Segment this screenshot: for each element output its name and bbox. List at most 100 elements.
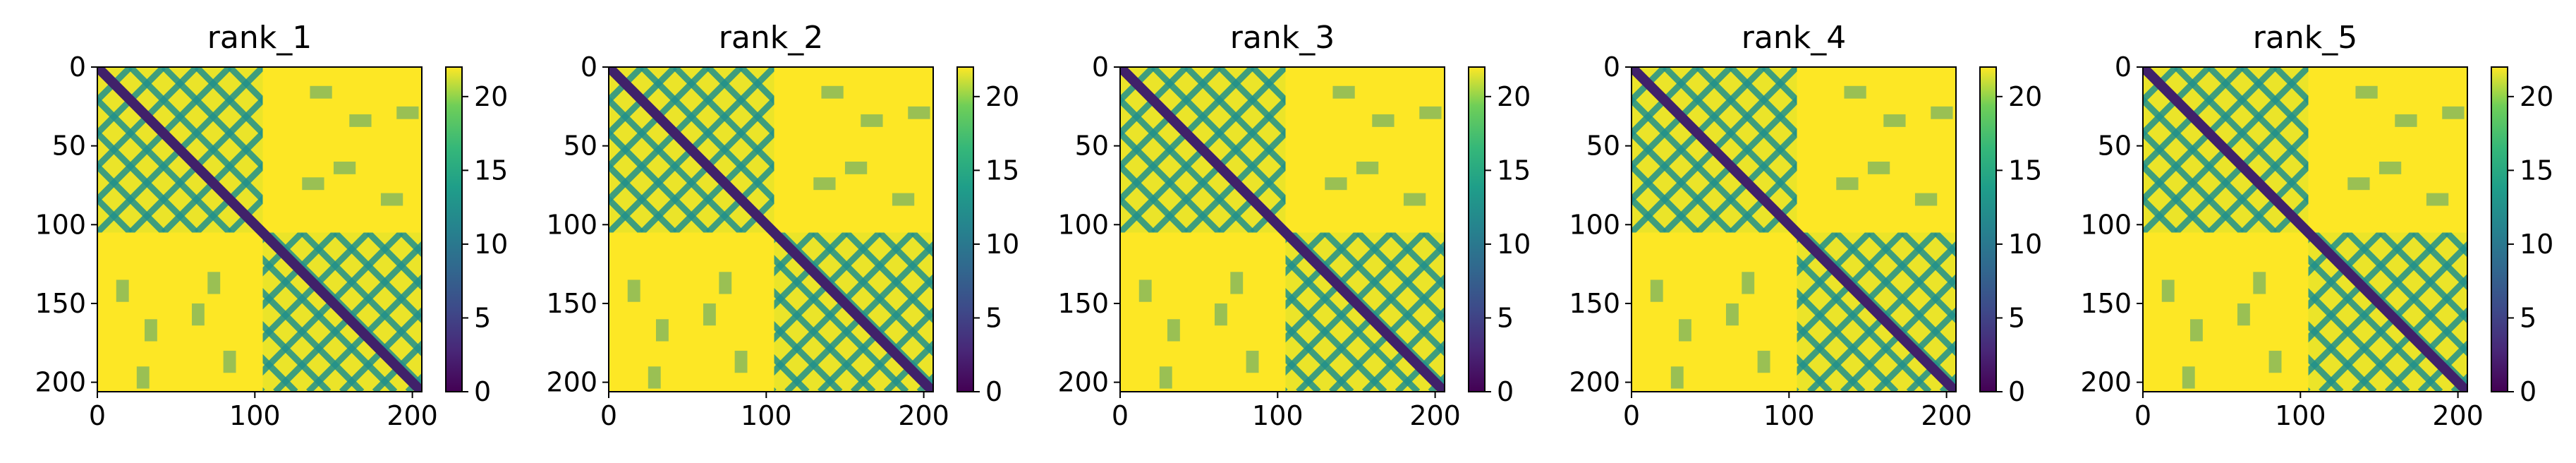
x-tick-label: 200 (1409, 400, 1461, 431)
inter-domain-contacts (1650, 85, 1953, 389)
panel-title: rank_2 (719, 20, 823, 56)
y-tick-label: 200 (546, 367, 597, 398)
colorbar-tick-label: 5 (985, 302, 1002, 333)
colorbar-tick-label: 20 (2520, 81, 2553, 112)
heatmap-image (1632, 67, 1956, 392)
colorbar: 0 5 10 15 20 (1468, 66, 1531, 407)
main-diagonal (609, 67, 933, 392)
y-tick-label: 0 (1603, 52, 1620, 83)
colorbar-tick-label: 15 (985, 155, 1019, 186)
colorbar-tick-label: 0 (474, 376, 491, 407)
y-tick-label: 50 (1586, 131, 1620, 162)
x-tick-label: 200 (2432, 400, 2484, 431)
x-tick-label: 200 (1921, 400, 1972, 431)
y-tick-label: 150 (35, 288, 86, 319)
domain-block-1 (1120, 67, 1286, 233)
colorbar-tick-label: 15 (474, 155, 508, 186)
colorbar-tick-label: 20 (985, 81, 1019, 112)
inter-domain-contacts (116, 85, 419, 389)
y-tick-label: 0 (1092, 52, 1109, 83)
colorbar-tick-label: 5 (2008, 302, 2025, 333)
heatmap-image (2143, 67, 2467, 392)
panel-title: rank_5 (2253, 20, 2357, 56)
axes-frame (1119, 66, 1445, 392)
colorbar-tick-label: 5 (474, 302, 491, 333)
colorbar-gradient (1979, 66, 1997, 392)
colorbar: 0 5 10 15 20 (1979, 66, 2042, 407)
y-tick-label: 100 (1057, 209, 1109, 240)
panel-title: rank_4 (1742, 20, 1846, 56)
colorbar-tick-label: 0 (2520, 376, 2536, 407)
colorbar-tick-label: 0 (2008, 376, 2025, 407)
colorbar: 0 5 10 15 20 (956, 66, 1019, 407)
x-tick-label: 0 (2134, 400, 2151, 431)
colorbar-tick-label: 15 (2520, 155, 2553, 186)
y-tick-label: 200 (1057, 367, 1109, 398)
y-tick-label: 50 (564, 131, 597, 162)
colorbar-gradient (956, 66, 974, 392)
colorbar-tick-label: 20 (2008, 81, 2042, 112)
heatmap-image (1120, 67, 1445, 392)
y-tick-label: 50 (52, 131, 86, 162)
x-tick-label: 200 (898, 400, 949, 431)
colorbar-gradient (445, 66, 463, 392)
y-tick-label: 100 (546, 209, 597, 240)
y-tick-label: 100 (1569, 209, 1620, 240)
x-tick-label: 100 (229, 400, 281, 431)
y-tick-label: 0 (2115, 52, 2132, 83)
x-tick-label: 0 (1112, 400, 1129, 431)
y-tick-label: 150 (2080, 288, 2132, 319)
colorbar-gradient (1468, 66, 1486, 392)
y-tick-label: 0 (69, 52, 86, 83)
x-tick-label: 200 (387, 400, 438, 431)
colorbar-tick-label: 15 (2008, 155, 2042, 186)
x-tick-label: 0 (89, 400, 106, 431)
main-diagonal (97, 67, 422, 392)
main-diagonal (1632, 67, 1956, 392)
colorbar-tick-label: 10 (2520, 229, 2553, 260)
inter-domain-contacts (2161, 85, 2465, 389)
colorbar-gradient (2491, 66, 2508, 392)
x-tick-label: 100 (2275, 400, 2326, 431)
y-tick-label: 200 (1569, 367, 1620, 398)
x-tick-label: 0 (600, 400, 617, 431)
colorbar-tick-label: 10 (1497, 229, 1531, 260)
main-diagonal (2143, 67, 2467, 392)
x-tick-label: 100 (1763, 400, 1815, 431)
y-tick-label: 50 (1075, 131, 1109, 162)
heatmap-image (97, 67, 422, 392)
main-diagonal (1120, 67, 1445, 392)
colorbar-tick-label: 5 (1497, 302, 1514, 333)
x-tick-label: 100 (1252, 400, 1304, 431)
colorbar-tick-label: 0 (1497, 376, 1514, 407)
y-tick-label: 200 (35, 367, 86, 398)
y-tick-label: 150 (1569, 288, 1620, 319)
x-tick-label: 100 (741, 400, 792, 431)
y-tick-label: 150 (546, 288, 597, 319)
y-tick-label: 100 (35, 209, 86, 240)
y-tick-label: 0 (581, 52, 597, 83)
colorbar-tick-label: 15 (1497, 155, 1531, 186)
axes-frame (97, 66, 423, 392)
colorbar-tick-label: 20 (474, 81, 508, 112)
axes-frame (608, 66, 934, 392)
panel-title: rank_1 (207, 20, 312, 56)
axes-frame (1631, 66, 1957, 392)
colorbar-tick-label: 10 (2008, 229, 2042, 260)
y-tick-label: 150 (1057, 288, 1109, 319)
colorbar-tick-label: 10 (474, 229, 508, 260)
colorbar-tick-label: 10 (985, 229, 1019, 260)
x-tick-label: 0 (1623, 400, 1640, 431)
colorbar-tick-label: 5 (2520, 302, 2536, 333)
y-tick-label: 200 (2080, 367, 2132, 398)
heatmap-image (609, 67, 933, 392)
inter-domain-contacts (1138, 85, 1442, 389)
axes-frame (2142, 66, 2468, 392)
inter-domain-contacts (627, 85, 930, 389)
